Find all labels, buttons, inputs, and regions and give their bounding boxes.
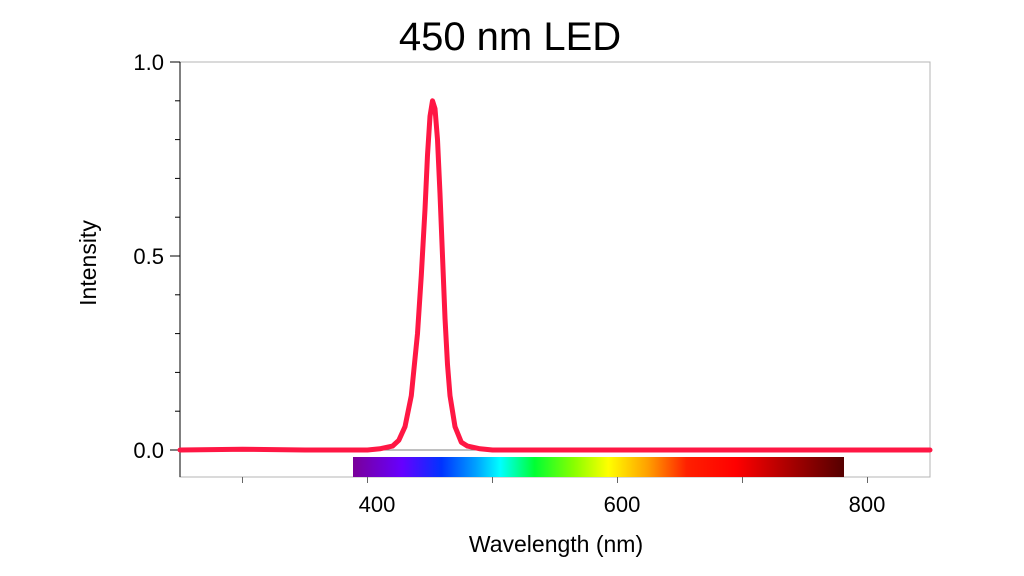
- y-minor-ticks: [175, 100, 180, 412]
- x-minor-ticks: [242, 477, 868, 483]
- x-tick-label-400: 400: [359, 492, 396, 517]
- plot-frame: [179, 61, 931, 478]
- visible-spectrum-bar: [353, 457, 844, 477]
- intensity-series-line: [177, 98, 933, 453]
- x-tick-label-600: 600: [604, 492, 641, 517]
- y-tick-label-0.5: 0.5: [133, 244, 164, 269]
- x-tick-label-800: 800: [849, 492, 886, 517]
- y-tick-label-1.0: 1.0: [133, 50, 164, 75]
- y-tick-label-0.0: 0.0: [133, 438, 164, 463]
- chart-title: 450 nm LED: [399, 15, 621, 59]
- y-axis-label: Intensity: [75, 220, 101, 306]
- x-axis-label: Wavelength (nm): [469, 531, 643, 557]
